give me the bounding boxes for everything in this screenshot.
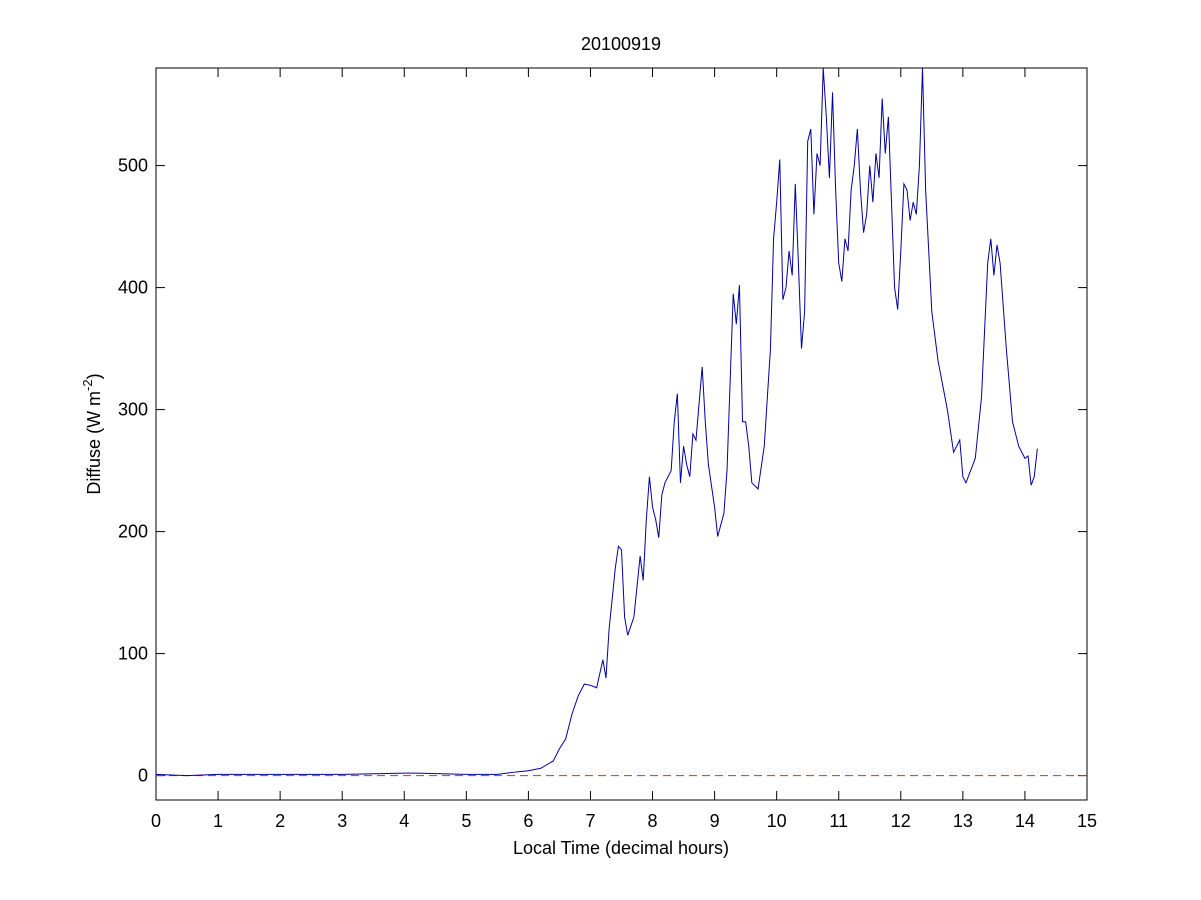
y-tick-label: 100 bbox=[118, 644, 148, 664]
x-tick-label: 4 bbox=[399, 811, 409, 831]
y-tick-label: 400 bbox=[118, 278, 148, 298]
x-tick-label: 13 bbox=[953, 811, 973, 831]
chart-title: 20100919 bbox=[581, 34, 661, 54]
y-axis-label-superscript: -2 bbox=[80, 379, 95, 391]
x-tick-label: 3 bbox=[337, 811, 347, 831]
x-axis-label: Local Time (decimal hours) bbox=[513, 838, 729, 858]
y-axis-label-text: Diffuse (W m bbox=[84, 391, 104, 495]
x-tick-label: 6 bbox=[523, 811, 533, 831]
data-line bbox=[155, 67, 1038, 777]
plot-area bbox=[155, 67, 1088, 801]
y-axis-label-suffix: ) bbox=[84, 373, 104, 379]
y-tick-label: 0 bbox=[138, 766, 148, 786]
x-tick-label: 0 bbox=[151, 811, 161, 831]
x-tick-label: 8 bbox=[648, 811, 658, 831]
x-tick-label: 12 bbox=[891, 811, 911, 831]
x-tick-label: 2 bbox=[275, 811, 285, 831]
x-tick-label: 15 bbox=[1077, 811, 1097, 831]
x-tick-label: 9 bbox=[710, 811, 720, 831]
y-tick-label: 500 bbox=[118, 156, 148, 176]
x-tick-label: 7 bbox=[585, 811, 595, 831]
y-tick-label: 200 bbox=[118, 522, 148, 542]
y-tick-label: 300 bbox=[118, 400, 148, 420]
x-tick-label: 5 bbox=[461, 811, 471, 831]
x-tick-label: 14 bbox=[1015, 811, 1035, 831]
x-tick-label: 1 bbox=[213, 811, 223, 831]
x-tick-label: 11 bbox=[829, 811, 848, 831]
x-tick-label: 10 bbox=[767, 811, 787, 831]
y-axis-label: Diffuse (W m-2) bbox=[80, 373, 104, 494]
